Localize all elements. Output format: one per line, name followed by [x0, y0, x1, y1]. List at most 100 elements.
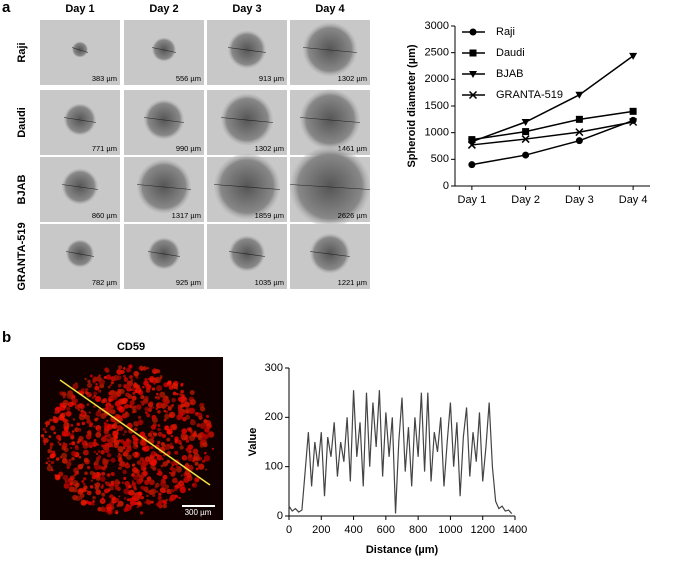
- speck: [207, 431, 215, 438]
- speck: [118, 406, 125, 413]
- speck: [66, 461, 72, 467]
- speck: [63, 482, 70, 489]
- diameter-line: [63, 117, 97, 123]
- speck: [70, 424, 74, 427]
- spheroid: [72, 41, 88, 58]
- speck: [113, 435, 119, 440]
- speck: [185, 409, 190, 414]
- speck: [86, 403, 90, 406]
- speck: [204, 427, 210, 433]
- speck: [100, 449, 105, 455]
- speck: [75, 470, 79, 475]
- speck: [101, 492, 106, 497]
- speck: [169, 442, 173, 446]
- speck: [181, 428, 188, 434]
- speck: [157, 431, 163, 437]
- speck: [150, 445, 154, 450]
- speck: [52, 415, 56, 419]
- speck: [71, 481, 74, 484]
- speck: [73, 398, 79, 404]
- speck: [44, 430, 47, 434]
- speck: [61, 452, 68, 459]
- speck: [91, 396, 95, 399]
- speck: [136, 478, 143, 485]
- speck: [154, 376, 161, 384]
- speck: [176, 466, 182, 473]
- speck: [66, 392, 73, 399]
- speck: [137, 415, 142, 420]
- speck: [83, 482, 86, 486]
- size-label: 925 µm: [176, 278, 201, 287]
- speck: [93, 391, 98, 396]
- speck: [159, 402, 162, 405]
- speck: [84, 471, 88, 476]
- speck: [192, 448, 199, 455]
- speck: [161, 434, 166, 439]
- marker: [575, 115, 583, 123]
- speck: [179, 445, 184, 450]
- speck: [136, 495, 142, 500]
- speck: [148, 479, 155, 486]
- speck: [69, 443, 72, 446]
- speck: [169, 491, 172, 494]
- speck: [93, 405, 96, 408]
- speck: [155, 369, 161, 374]
- speck: [152, 406, 155, 409]
- speck: [72, 383, 79, 390]
- speck: [140, 511, 144, 515]
- speck: [84, 377, 87, 381]
- speck: [98, 465, 103, 470]
- speck: [146, 413, 151, 418]
- speck: [110, 417, 114, 421]
- speck: [95, 476, 101, 481]
- speck: [54, 410, 59, 415]
- speck: [79, 493, 85, 498]
- speck: [124, 480, 130, 486]
- speck: [180, 403, 185, 408]
- speck: [142, 400, 145, 404]
- speck: [110, 471, 115, 477]
- speck: [198, 415, 203, 420]
- column-header: Day 4: [315, 3, 345, 15]
- speck: [189, 419, 196, 426]
- speck: [140, 395, 145, 400]
- speck: [88, 432, 92, 436]
- spheroid: [303, 22, 357, 77]
- y-tick-label: 100: [265, 461, 283, 473]
- fluorescence-signal: [40, 364, 215, 515]
- speck: [124, 463, 131, 469]
- speck: [124, 449, 130, 455]
- speck: [95, 410, 102, 417]
- speck: [135, 423, 139, 427]
- speck: [122, 366, 126, 370]
- speck: [65, 431, 71, 437]
- speck: [51, 450, 56, 455]
- speck: [110, 405, 114, 409]
- speck: [78, 435, 84, 442]
- marker: [469, 28, 477, 36]
- speck: [96, 428, 102, 433]
- speck: [164, 413, 170, 420]
- speck: [133, 370, 140, 377]
- speck: [74, 483, 80, 488]
- marker: [468, 161, 476, 169]
- speck: [196, 411, 199, 415]
- speck: [205, 414, 210, 419]
- speck: [144, 501, 147, 504]
- size-label: 860 µm: [92, 211, 117, 220]
- speck: [150, 488, 157, 495]
- speck: [97, 507, 102, 512]
- marker: [467, 138, 476, 146]
- speck: [118, 365, 123, 370]
- size-label: 1317 µm: [172, 211, 201, 220]
- speck: [128, 364, 133, 369]
- speck: [42, 427, 46, 432]
- speck: [162, 461, 169, 467]
- column-header: Day 1: [65, 3, 94, 15]
- speck: [164, 484, 170, 490]
- speck: [54, 418, 57, 422]
- speck: [131, 395, 137, 401]
- speck: [131, 481, 137, 487]
- speck: [132, 452, 136, 457]
